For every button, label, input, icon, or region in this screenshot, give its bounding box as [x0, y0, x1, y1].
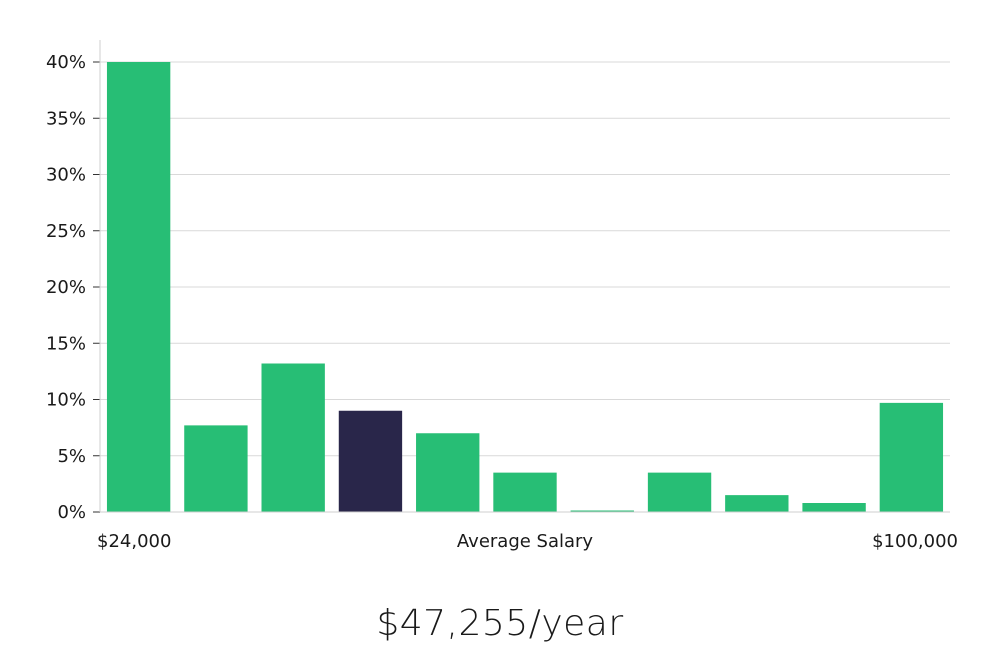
average-salary-value: $47,255/year: [376, 603, 624, 644]
bar: [802, 503, 866, 512]
bar: [647, 472, 712, 512]
bar: [879, 402, 944, 512]
salary-histogram: 0% 5% 10% 15% 20% 25% 30% 35% 40% $24,000 Averag…: [46, 40, 958, 552]
x-axis-min-label: $24,000: [97, 531, 171, 552]
x-axis-max-label: $100,000: [872, 531, 958, 552]
bar: [493, 472, 557, 512]
y-tick-label: 25%: [46, 221, 86, 242]
y-tick-label: 15%: [46, 333, 86, 354]
bar-highlighted: [338, 410, 403, 512]
y-tick-label: 20%: [46, 277, 86, 298]
bar: [570, 510, 634, 512]
y-tick-label: 0%: [57, 502, 86, 523]
y-tick-label: 40%: [46, 52, 86, 73]
bar: [416, 433, 480, 512]
x-axis-title: Average Salary: [457, 531, 594, 552]
bar: [725, 495, 789, 512]
y-tick-label: 10%: [46, 390, 86, 411]
y-axis-ticks: 0% 5% 10% 15% 20% 25% 30% 35% 40%: [46, 52, 100, 523]
y-tick-label: 5%: [57, 446, 86, 467]
bar: [261, 363, 325, 512]
y-tick-label: 30%: [46, 165, 86, 186]
chart-canvas: 0% 5% 10% 15% 20% 25% 30% 35% 40% $24,000 Averag…: [46, 40, 958, 552]
bar: [106, 62, 171, 512]
grid-lines: [100, 61, 950, 457]
bar: [184, 425, 248, 512]
bars: [106, 62, 944, 512]
y-tick-label: 35%: [46, 108, 86, 129]
